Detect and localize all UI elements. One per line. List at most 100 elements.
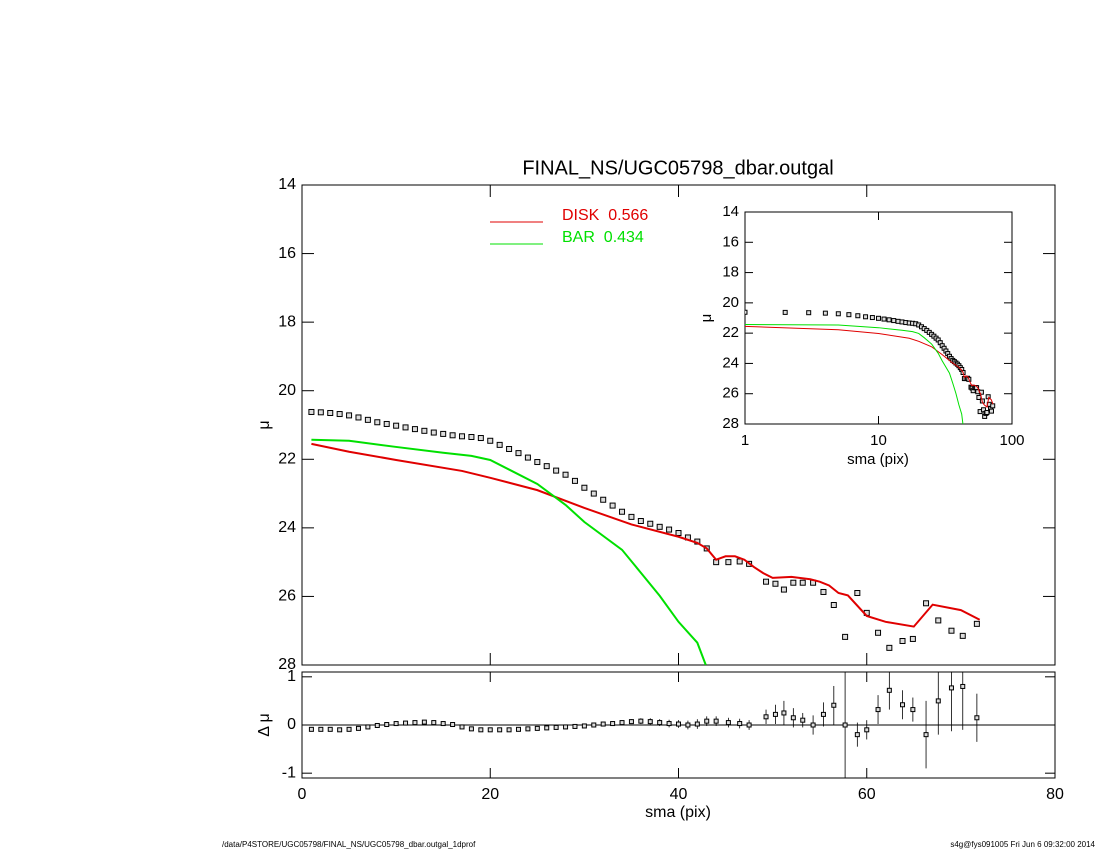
data-point (666, 721, 672, 727)
data-point (411, 426, 418, 433)
data-point (628, 513, 635, 520)
data-point (899, 638, 906, 644)
data-point (948, 685, 954, 691)
data-point (393, 422, 400, 429)
data-point (374, 419, 381, 426)
data-point (590, 490, 597, 497)
data-point (317, 409, 324, 416)
data-point (506, 446, 513, 452)
data-point (647, 719, 653, 725)
x-tick-label: 20 (481, 786, 499, 803)
data-point (421, 719, 427, 725)
data-point (543, 463, 550, 470)
data-point (781, 710, 787, 716)
data-point (822, 310, 828, 316)
data-point (628, 719, 634, 725)
data-point (746, 722, 752, 728)
y-axis-label: μ (698, 314, 715, 323)
data-point (676, 721, 681, 727)
data-point (864, 727, 870, 733)
data-point (421, 427, 428, 434)
x-axis-label: sma (pix) (847, 451, 909, 468)
data-point (763, 714, 769, 720)
data-point (935, 617, 942, 624)
legend-label: BAR 0.434 (562, 229, 644, 246)
data-point (600, 496, 607, 503)
data-point (553, 467, 560, 474)
data-point (449, 432, 456, 439)
data-point (327, 410, 334, 416)
y-tick-label: 26 (278, 588, 296, 605)
y-tick-label: 22 (722, 324, 739, 341)
data-point (923, 732, 929, 738)
data-point (974, 715, 980, 721)
data-point (891, 318, 897, 324)
x-tick-label: 40 (670, 786, 688, 803)
data-point (830, 602, 837, 608)
data-point (478, 727, 484, 733)
data-point (402, 424, 409, 431)
y-tick-label: 24 (722, 354, 739, 371)
data-point (869, 315, 875, 321)
footer-left: /data/P4STORE/UGC05798/FINAL_NS/UGC05798… (222, 840, 476, 849)
data-point (780, 586, 787, 593)
data-point (581, 484, 588, 491)
data-point (886, 687, 892, 693)
line-series (745, 325, 994, 408)
data-point (960, 683, 966, 689)
data-point (810, 722, 816, 728)
y-tick-label: 22 (278, 451, 296, 468)
data-point (704, 718, 710, 724)
data-point (745, 309, 748, 315)
data-point (863, 314, 869, 320)
data-point (876, 315, 881, 321)
data-point (923, 600, 930, 607)
data-point (506, 727, 512, 733)
y-axis-label: Δ μ (256, 713, 273, 736)
data-point (355, 725, 361, 731)
x-tick-label: 60 (858, 786, 876, 803)
data-point (772, 580, 779, 587)
data-point (790, 579, 797, 586)
y-tick-label: 1 (287, 668, 296, 685)
data-point (854, 590, 861, 596)
data-point (525, 726, 531, 732)
data-point (910, 707, 916, 713)
x-axis-label: sma (pix) (645, 804, 711, 821)
data-point (990, 403, 996, 409)
data-point (477, 435, 484, 442)
data-point (656, 523, 663, 530)
data-point (610, 721, 616, 727)
data-point (790, 715, 796, 721)
data-point (572, 723, 578, 729)
data-point (346, 726, 352, 732)
data-point (412, 720, 418, 726)
data-point (842, 633, 849, 640)
y-tick-label: 14 (722, 203, 739, 220)
data-point (346, 412, 353, 419)
y-tick-label: 20 (722, 294, 739, 311)
data-point (881, 316, 887, 322)
y-axis-label: μ (256, 420, 273, 429)
data-point (581, 723, 587, 729)
data-point (637, 518, 644, 524)
data-point (875, 629, 882, 636)
data-point (900, 702, 906, 708)
data-point (666, 526, 673, 533)
data-point (524, 454, 531, 461)
data-point (725, 559, 732, 566)
data-point (355, 414, 362, 421)
data-point (959, 632, 966, 639)
data-point (468, 726, 474, 732)
data-point (657, 720, 663, 726)
data-point (820, 711, 826, 717)
y-tick-label: 16 (722, 233, 739, 250)
data-point (831, 702, 837, 708)
data-point (675, 530, 682, 536)
data-point (496, 441, 503, 448)
data-point (336, 411, 343, 418)
data-point (459, 724, 465, 730)
data-point (571, 477, 578, 484)
y-tick-label: 24 (278, 519, 296, 536)
